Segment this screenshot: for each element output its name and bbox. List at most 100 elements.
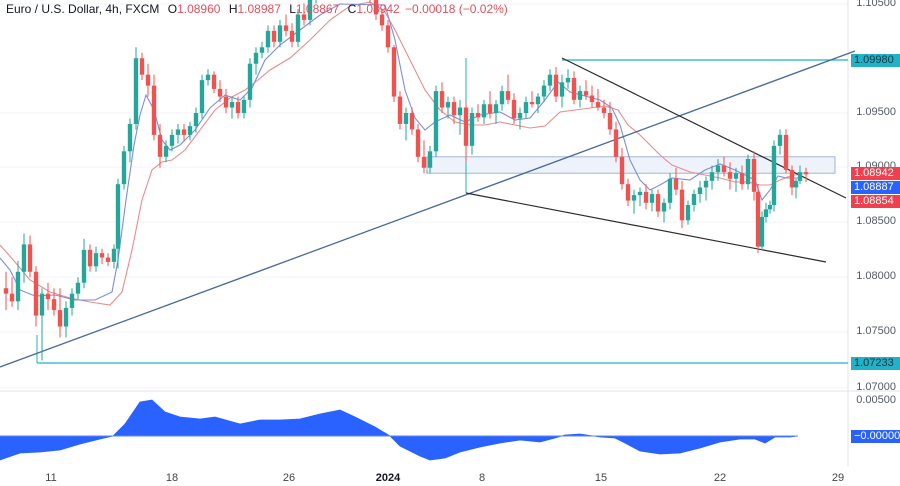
bullish-candle[interactable] (771, 145, 777, 205)
bullish-candle[interactable] (767, 204, 773, 210)
bullish-candle[interactable] (199, 80, 205, 113)
oscillator-area[interactable] (0, 399, 799, 461)
bullish-candle[interactable] (39, 293, 45, 316)
bearish-candle[interactable] (789, 169, 795, 188)
bullish-candle[interactable] (709, 172, 715, 181)
bearish-candle[interactable] (271, 30, 277, 42)
bullish-candle[interactable] (63, 307, 69, 327)
symbol-title[interactable]: Euro / U.S. Dollar, 4h, FXCM (6, 2, 160, 16)
bullish-candle[interactable] (763, 209, 769, 218)
bearish-candle[interactable] (421, 156, 427, 168)
bullish-candle[interactable] (745, 158, 751, 185)
bearish-candle[interactable] (397, 96, 403, 124)
bearish-candle[interactable] (379, 14, 385, 26)
bullish-candle[interactable] (427, 151, 433, 168)
bullish-candle[interactable] (115, 184, 121, 249)
bearish-candle[interactable] (223, 96, 229, 108)
bearish-candle[interactable] (3, 288, 9, 294)
bearish-candle[interactable] (487, 104, 493, 113)
bullish-candle[interactable] (697, 187, 703, 195)
bullish-candle[interactable] (265, 30, 271, 48)
bullish-candle[interactable] (133, 58, 139, 124)
bullish-candle[interactable] (703, 180, 709, 188)
bullish-candle[interactable] (559, 82, 565, 97)
bearish-candle[interactable] (589, 95, 595, 103)
bearish-candle[interactable] (145, 74, 151, 86)
bullish-candle[interactable] (193, 113, 199, 127)
bullish-candle[interactable] (121, 151, 127, 185)
bullish-candle[interactable] (241, 99, 247, 113)
bearish-candle[interactable] (451, 102, 457, 116)
bullish-candle[interactable] (307, 0, 313, 20)
bearish-candle[interactable] (529, 102, 535, 105)
bearish-candle[interactable] (595, 102, 601, 108)
bearish-candle[interactable] (283, 25, 289, 31)
descending-wedge-upper-line[interactable] (561, 57, 847, 199)
bearish-candle[interactable] (463, 107, 469, 146)
bearish-candle[interactable] (385, 25, 391, 48)
bullish-candle[interactable] (163, 145, 169, 157)
bearish-candle[interactable] (505, 91, 511, 100)
bearish-candle[interactable] (721, 165, 727, 173)
bullish-candle[interactable] (21, 244, 27, 272)
descending-wedge-lower-line[interactable] (465, 192, 827, 263)
bullish-candle[interactable] (229, 102, 235, 108)
bearish-candle[interactable] (373, 0, 379, 15)
ascending-trendline[interactable] (0, 50, 856, 368)
bearish-candle[interactable] (415, 129, 421, 157)
bearish-candle[interactable] (51, 299, 57, 311)
bearish-candle[interactable] (391, 47, 397, 97)
bullish-candle[interactable] (403, 113, 409, 124)
bearish-candle[interactable] (211, 74, 217, 89)
bullish-candle[interactable] (691, 194, 697, 205)
bullish-candle[interactable] (457, 107, 463, 116)
slow-moving-average[interactable] (0, 1, 801, 306)
bearish-candle[interactable] (301, 14, 307, 20)
bearish-candle[interactable] (571, 77, 577, 100)
bullish-candle[interactable] (715, 165, 721, 173)
bullish-candle[interactable] (499, 91, 505, 105)
bearish-candle[interactable] (289, 30, 295, 42)
bullish-candle[interactable] (127, 123, 133, 152)
bullish-candle[interactable] (733, 173, 739, 179)
bearish-candle[interactable] (803, 172, 809, 175)
bullish-candle[interactable] (187, 126, 193, 135)
bullish-candle[interactable] (295, 14, 301, 42)
bullish-candle[interactable] (777, 134, 783, 146)
bullish-candle[interactable] (445, 102, 451, 108)
bullish-candle[interactable] (793, 180, 799, 188)
bullish-candle[interactable] (637, 191, 643, 196)
bearish-candle[interactable] (439, 91, 445, 108)
bullish-candle[interactable] (69, 293, 75, 308)
bearish-candle[interactable] (583, 91, 589, 96)
bearish-candle[interactable] (181, 129, 187, 135)
bearish-candle[interactable] (157, 134, 163, 157)
bearish-candle[interactable] (9, 293, 15, 302)
bearish-candle[interactable] (105, 257, 111, 262)
bullish-candle[interactable] (685, 204, 691, 221)
bullish-candle[interactable] (253, 52, 259, 64)
bearish-candle[interactable] (553, 74, 559, 97)
bullish-candle[interactable] (15, 271, 21, 302)
bearish-candle[interactable] (613, 129, 619, 157)
bullish-candle[interactable] (175, 129, 181, 135)
bearish-candle[interactable] (673, 178, 679, 190)
fast-moving-average[interactable] (0, 3, 800, 301)
bullish-candle[interactable] (661, 202, 667, 212)
bullish-candle[interactable] (111, 248, 117, 262)
bullish-candle[interactable] (541, 85, 547, 97)
bullish-candle[interactable] (481, 104, 487, 118)
bullish-candle[interactable] (535, 96, 541, 105)
bullish-candle[interactable] (247, 63, 253, 100)
bearish-candle[interactable] (33, 271, 39, 316)
bearish-candle[interactable] (739, 173, 745, 185)
bearish-candle[interactable] (409, 113, 415, 130)
bearish-candle[interactable] (751, 158, 757, 192)
bearish-candle[interactable] (619, 156, 625, 185)
bearish-candle[interactable] (755, 191, 761, 247)
bullish-candle[interactable] (797, 172, 803, 181)
bearish-candle[interactable] (643, 191, 649, 203)
bullish-candle[interactable] (93, 253, 99, 267)
bullish-candle[interactable] (259, 47, 265, 53)
